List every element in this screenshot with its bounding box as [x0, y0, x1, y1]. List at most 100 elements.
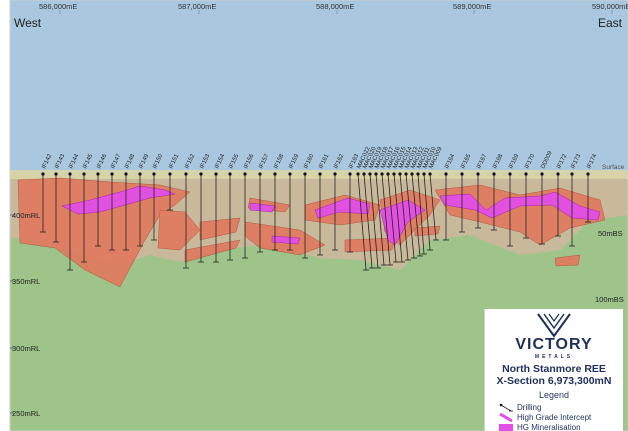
easting-ticks [59, 10, 613, 14]
drill-collar [110, 172, 114, 176]
drill-collar [258, 172, 262, 176]
drill-collar [570, 172, 574, 176]
legend-panel: VICTORY METALS North Stanmore REE X-Sect… [484, 309, 623, 431]
rl-label-400: 400mRL [12, 211, 40, 220]
legend-item-drilling: Drilling [499, 403, 541, 412]
drill-collar [524, 172, 528, 176]
drill-collar [318, 172, 322, 176]
victory-logo-icon [537, 313, 571, 338]
bs-label-50: 50mBS [598, 229, 623, 238]
sky-area [10, 0, 628, 172]
drill-trace [423, 173, 431, 251]
easting-label-589000: 589,000mE [453, 2, 491, 11]
drill-collar [288, 172, 292, 176]
drill-line-icon [499, 403, 513, 412]
high-grade-bodies [61, 185, 601, 246]
brand-subtitle: METALS [534, 354, 574, 360]
drill-collar [556, 172, 560, 176]
west-label: West [14, 16, 42, 30]
legend-subtitle: X-Section 6,973,300mN [496, 375, 612, 387]
drill-trace [363, 173, 373, 269]
drill-trace [399, 173, 409, 261]
drill-trace [369, 173, 379, 269]
drill-collar [124, 172, 128, 176]
drill-collar [362, 172, 366, 176]
legend-heading: Legend [538, 390, 570, 400]
drill-collar [333, 172, 337, 176]
drill-collar [492, 172, 496, 176]
easting-label-588000: 588,000mE [316, 2, 354, 11]
high-grade-west [61, 185, 176, 215]
drill-collar [356, 172, 360, 176]
drill-collar [199, 172, 203, 176]
drill-collar [303, 172, 307, 176]
legend-item-high-grade-label: High Grade Intercept [517, 413, 592, 422]
legend-item-high-grade: High Grade Intercept [499, 413, 592, 423]
legend-item-hg-mineralisation: HG Mineralisation [499, 423, 581, 431]
drill-collar [416, 172, 420, 176]
easting-label-586000: 586,000mE [39, 2, 77, 11]
easting-label-587000: 587,000mE [178, 2, 216, 11]
rl-label-300: 300mRL [12, 344, 40, 353]
rl-label-250: 250mRL [12, 409, 40, 418]
legend-title: North Stanmore REE [502, 363, 606, 375]
drill-collar [444, 172, 448, 176]
high-grade-icon [499, 413, 513, 423]
drill-collar [428, 172, 432, 176]
drill-trace [387, 173, 397, 263]
legend-item-drilling-label: Drilling [517, 403, 542, 412]
drill-collar [586, 172, 590, 176]
drill-collar [41, 172, 45, 176]
drill-collar [540, 172, 544, 176]
drill-trace [411, 173, 421, 257]
legend-item-hg-mineralisation-label: HG Mineralisation [517, 423, 581, 431]
drill-collar [392, 172, 396, 176]
mineralisation-body-2 [157, 209, 201, 251]
drill-collar [386, 172, 390, 176]
drill-collar [68, 172, 72, 176]
drill-collar [54, 172, 58, 176]
drill-collar [398, 172, 402, 176]
mineralisation-body-12 [414, 225, 441, 237]
drill-collar [422, 172, 426, 176]
drill-collar [243, 172, 247, 176]
drill-collar [273, 172, 277, 176]
rl-ticks [10, 214, 14, 414]
drill-trace [381, 173, 391, 266]
drill-collar [368, 172, 372, 176]
brand-name: VICTORY [515, 336, 593, 353]
section-frame [9, 0, 628, 431]
drill-collar [410, 172, 414, 176]
drill-collar [82, 172, 86, 176]
drill-trace [357, 173, 367, 271]
drill-collar [476, 172, 480, 176]
drill-trace [393, 173, 403, 263]
drill-collar [404, 172, 408, 176]
drill-trace [405, 173, 415, 259]
surface-label: Surface [602, 164, 625, 171]
hg-mineralisation-icon [499, 423, 513, 431]
drill-trace [417, 173, 425, 255]
drill-collar [152, 172, 156, 176]
drill-collar [168, 172, 172, 176]
mineralisation-body-4 [184, 239, 241, 263]
east-label: East [598, 16, 623, 30]
drill-collar [228, 172, 232, 176]
drill-trace [429, 173, 437, 241]
drill-collar [184, 172, 188, 176]
easting-label-590000: 590,000mE [592, 2, 628, 11]
high-grade-3 [271, 235, 301, 245]
drill-collar [138, 172, 142, 176]
bs-label-100: 100mBS [595, 295, 624, 304]
high-grade-2 [249, 202, 276, 213]
drill-collar [96, 172, 100, 176]
drill-collar [460, 172, 464, 176]
drill-collar [374, 172, 378, 176]
rl-label-350: 350mRL [12, 277, 40, 286]
drill-trace [375, 173, 385, 266]
drill-collar [348, 172, 352, 176]
mineralisation-body-11 [554, 254, 581, 267]
high-grade-6 [439, 191, 601, 221]
drill-collar [214, 172, 218, 176]
